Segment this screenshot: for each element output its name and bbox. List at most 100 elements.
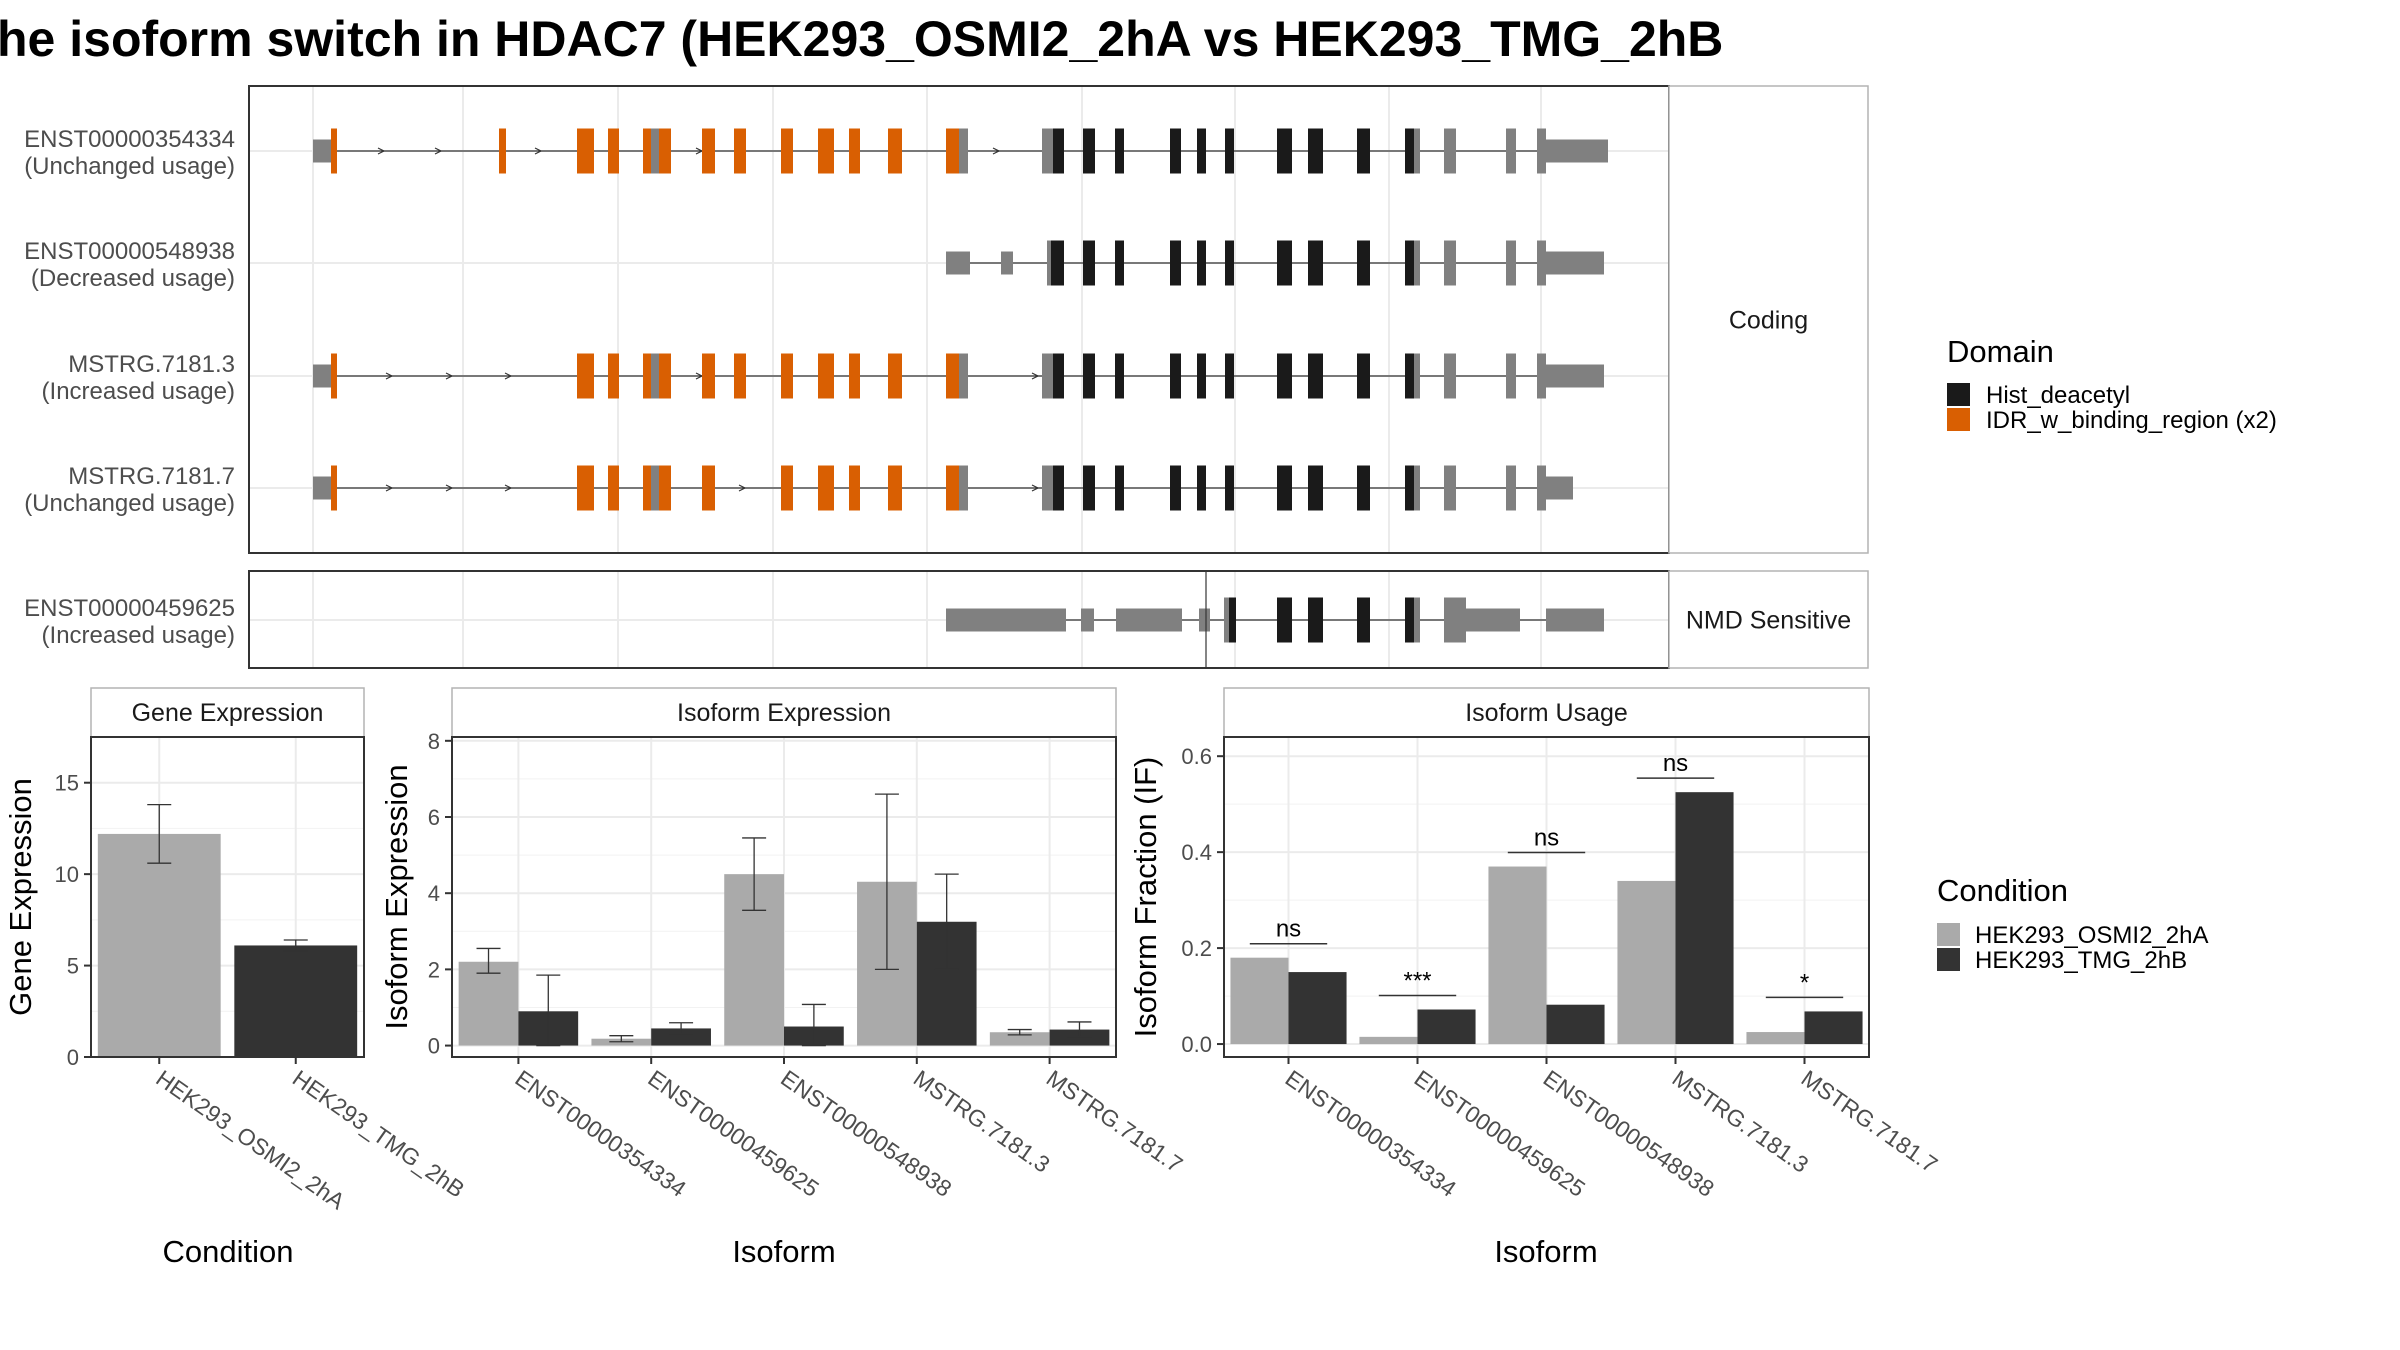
chart-border: [90, 736, 365, 1058]
hist-deacetyl-exon: [1308, 240, 1323, 286]
hist-deacetyl-exon: [1229, 597, 1236, 643]
exon: [1042, 465, 1053, 511]
bar: [234, 945, 358, 1057]
exon: [1546, 251, 1604, 275]
exon: [313, 139, 335, 163]
idr-exon: [734, 353, 746, 399]
idr-exon: [577, 465, 594, 511]
idr-exon: [781, 353, 793, 399]
idr-exon: [608, 465, 619, 511]
condition-legend-key: [1937, 948, 1960, 971]
idr-exon: [888, 465, 902, 511]
hist-deacetyl-exon: [1277, 128, 1292, 174]
exon: [959, 353, 968, 399]
strand-arrow: [992, 147, 1001, 155]
hist-deacetyl-exon: [1225, 240, 1234, 286]
condition-legend-title: Condition: [1937, 873, 2068, 908]
strand-arrow: [434, 147, 443, 155]
exon: [946, 251, 970, 275]
chart-title: Isoform Usage: [1465, 699, 1628, 727]
exon: [1537, 240, 1546, 286]
exon: [1506, 240, 1516, 286]
hist-deacetyl-exon: [1405, 128, 1414, 174]
strand-arrow: [738, 484, 747, 492]
transcript-name: ENST00000354334: [24, 126, 235, 153]
hist-deacetyl-exon: [1225, 353, 1234, 399]
y-tick-label: 5: [67, 954, 79, 979]
hist-deacetyl-exon: [1357, 128, 1370, 174]
exon: [1546, 608, 1604, 632]
exon: [651, 465, 659, 511]
exon: [959, 465, 968, 511]
exon: [1444, 465, 1456, 511]
idr-exon: [734, 128, 746, 174]
y-tick-label: 0.4: [1181, 840, 1212, 865]
exon: [1042, 353, 1053, 399]
hist-deacetyl-exon: [1277, 465, 1292, 511]
exon: [1546, 139, 1608, 163]
x-axis-label: Isoform: [732, 1234, 835, 1269]
strand-arrow: [534, 147, 543, 155]
hist-deacetyl-exon: [1197, 353, 1206, 399]
strand-arrow: [1031, 372, 1040, 380]
hist-deacetyl-exon: [1170, 353, 1181, 399]
hist-deacetyl-exon: [1225, 465, 1234, 511]
exon: [1444, 128, 1456, 174]
chart-strip: [451, 687, 1117, 738]
domain-legend-title: Domain: [1947, 334, 2054, 369]
strand-arrow: [445, 372, 454, 380]
exon: [651, 128, 659, 174]
idr-exon: [849, 465, 860, 511]
hist-deacetyl-exon: [1115, 353, 1124, 399]
idr-exon: [888, 353, 902, 399]
exon: [1537, 353, 1546, 399]
exon: [1414, 597, 1420, 643]
idr-exon: [702, 465, 715, 511]
condition-legend-label: HEK293_OSMI2_2hA: [1975, 922, 2208, 949]
hist-deacetyl-exon: [1405, 597, 1414, 643]
bar: [1546, 1004, 1605, 1045]
exon: [1506, 353, 1516, 399]
transcript-track: ENST00000354334(Unchanged usage): [24, 126, 1608, 180]
idr-exon: [888, 128, 902, 174]
x-tick-label: MSTRG.7181.7: [1042, 1065, 1188, 1178]
transcript-structure-plot: ENST00000354334(Unchanged usage)ENST0000…: [24, 85, 1869, 669]
y-tick-label: 0: [67, 1045, 79, 1070]
exon: [1506, 128, 1516, 174]
transcript-usage-note: (Increased usage): [42, 622, 235, 649]
exon: [1042, 128, 1053, 174]
hist-deacetyl-exon: [1051, 240, 1064, 286]
bar: [1675, 792, 1734, 1045]
hist-deacetyl-exon: [1115, 128, 1124, 174]
transcript-track: MSTRG.7181.3(Increased usage): [42, 351, 1604, 405]
y-tick-label: 0: [428, 1034, 440, 1059]
significance-label: *: [1800, 969, 1809, 996]
bar: [1617, 880, 1676, 1045]
y-axis-label: Gene Expression: [3, 778, 38, 1016]
legends: Domain Hist_deacetylIDR_w_binding_region …: [1937, 334, 2277, 974]
exon: [1081, 608, 1094, 632]
chart-title: Gene Expression: [132, 699, 324, 727]
idr-exon: [702, 353, 715, 399]
hist-deacetyl-exon: [1170, 465, 1181, 511]
idr-exon: [499, 128, 506, 174]
bar: [651, 1028, 711, 1046]
bar: [989, 1032, 1050, 1046]
idr-exon: [659, 353, 671, 399]
chart-strip: [90, 687, 365, 738]
x-axis-label: Isoform: [1494, 1234, 1597, 1269]
idr-exon: [946, 128, 959, 174]
strand-arrow: [385, 484, 394, 492]
strand-arrow: [504, 484, 513, 492]
hist-deacetyl-exon: [1277, 597, 1292, 643]
hist-deacetyl-exon: [1405, 465, 1414, 511]
significance-label: ns: [1276, 916, 1301, 943]
strand-arrow: [504, 372, 513, 380]
idr-exon: [849, 128, 860, 174]
y-tick-label: 0.2: [1181, 936, 1212, 961]
transcript-usage-note: (Increased usage): [42, 378, 235, 405]
transcript-track: ENST00000548938(Decreased usage): [24, 238, 1604, 292]
figure-title: he isoform switch in HDAC7 (HEK293_OSMI2…: [0, 11, 1723, 67]
exon: [1546, 476, 1573, 500]
hist-deacetyl-exon: [1225, 128, 1234, 174]
